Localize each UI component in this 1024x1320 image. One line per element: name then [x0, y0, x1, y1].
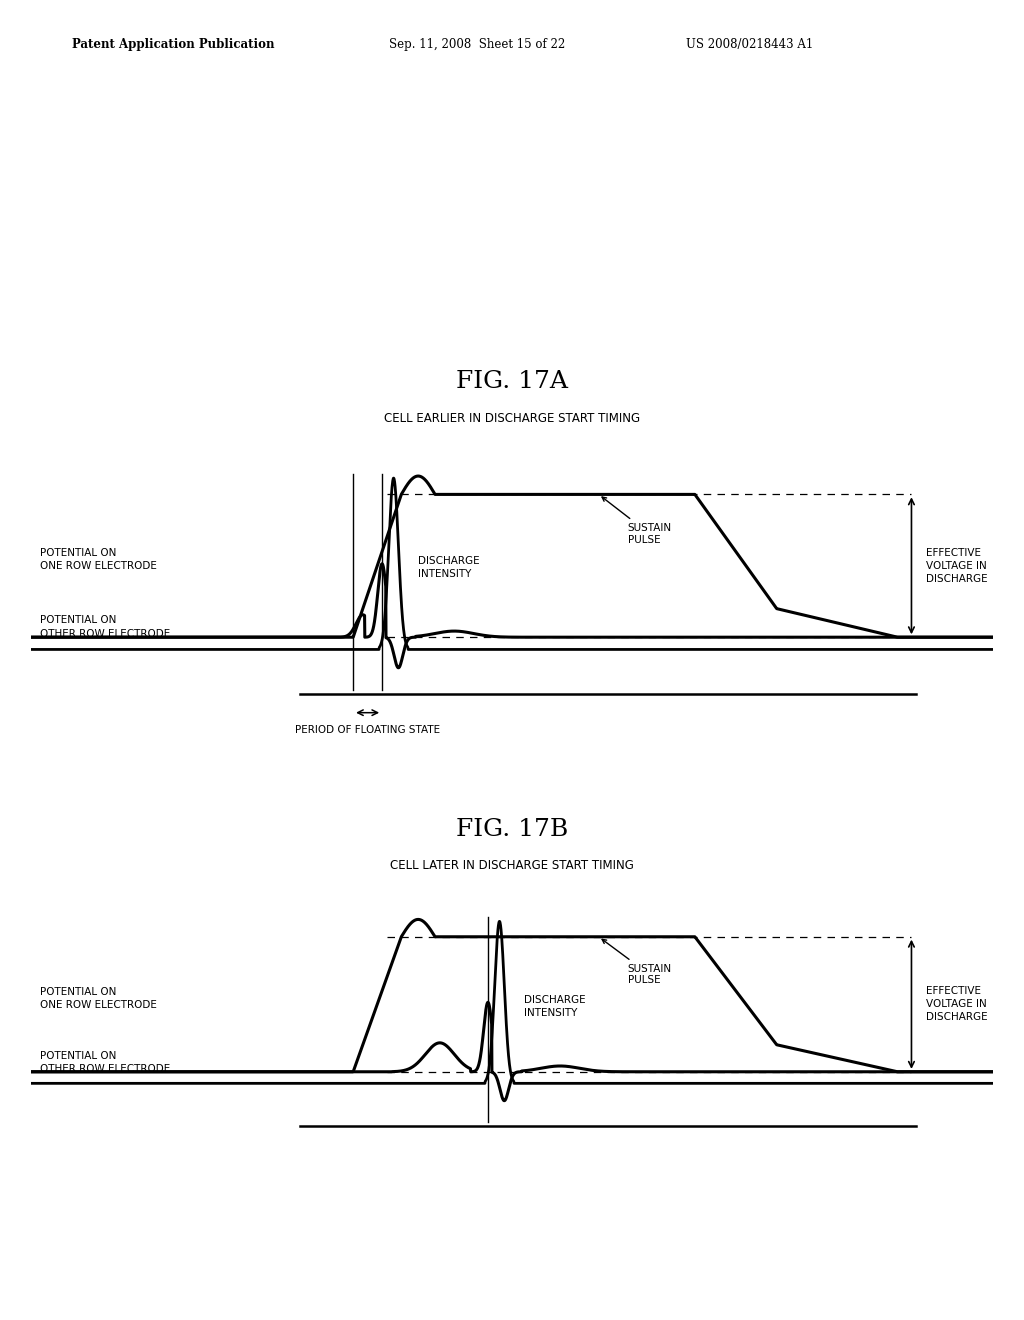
Text: EFFECTIVE
VOLTAGE IN
DISCHARGE: EFFECTIVE VOLTAGE IN DISCHARGE: [926, 548, 987, 583]
Text: DISCHARGE
INTENSITY: DISCHARGE INTENSITY: [418, 556, 479, 579]
Text: US 2008/0218443 A1: US 2008/0218443 A1: [686, 38, 813, 51]
Text: POTENTIAL ON
ONE ROW ELECTRODE: POTENTIAL ON ONE ROW ELECTRODE: [40, 548, 158, 572]
Text: FIG. 17B: FIG. 17B: [456, 818, 568, 841]
Text: SUSTAIN
PULSE: SUSTAIN PULSE: [602, 940, 672, 985]
Text: SUSTAIN
PULSE: SUSTAIN PULSE: [602, 498, 672, 545]
Text: CELL LATER IN DISCHARGE START TIMING: CELL LATER IN DISCHARGE START TIMING: [390, 859, 634, 873]
Text: Patent Application Publication: Patent Application Publication: [72, 38, 274, 51]
Text: PERIOD OF FLOATING STATE: PERIOD OF FLOATING STATE: [295, 725, 440, 735]
Text: EFFECTIVE
VOLTAGE IN
DISCHARGE: EFFECTIVE VOLTAGE IN DISCHARGE: [926, 986, 987, 1023]
Text: POTENTIAL ON
OTHER ROW ELECTRODE: POTENTIAL ON OTHER ROW ELECTRODE: [40, 615, 171, 639]
Text: FIG. 17A: FIG. 17A: [456, 370, 568, 392]
Text: DISCHARGE
INTENSITY: DISCHARGE INTENSITY: [523, 994, 585, 1018]
Text: Sep. 11, 2008  Sheet 15 of 22: Sep. 11, 2008 Sheet 15 of 22: [389, 38, 565, 51]
Text: POTENTIAL ON
ONE ROW ELECTRODE: POTENTIAL ON ONE ROW ELECTRODE: [40, 987, 158, 1010]
Text: POTENTIAL ON
OTHER ROW ELECTRODE: POTENTIAL ON OTHER ROW ELECTRODE: [40, 1051, 171, 1073]
Text: CELL EARLIER IN DISCHARGE START TIMING: CELL EARLIER IN DISCHARGE START TIMING: [384, 412, 640, 425]
